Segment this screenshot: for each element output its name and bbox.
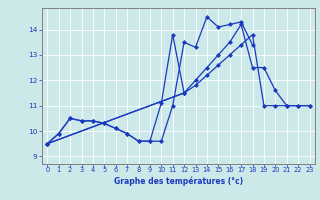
X-axis label: Graphe des températures (°c): Graphe des températures (°c) — [114, 176, 243, 186]
